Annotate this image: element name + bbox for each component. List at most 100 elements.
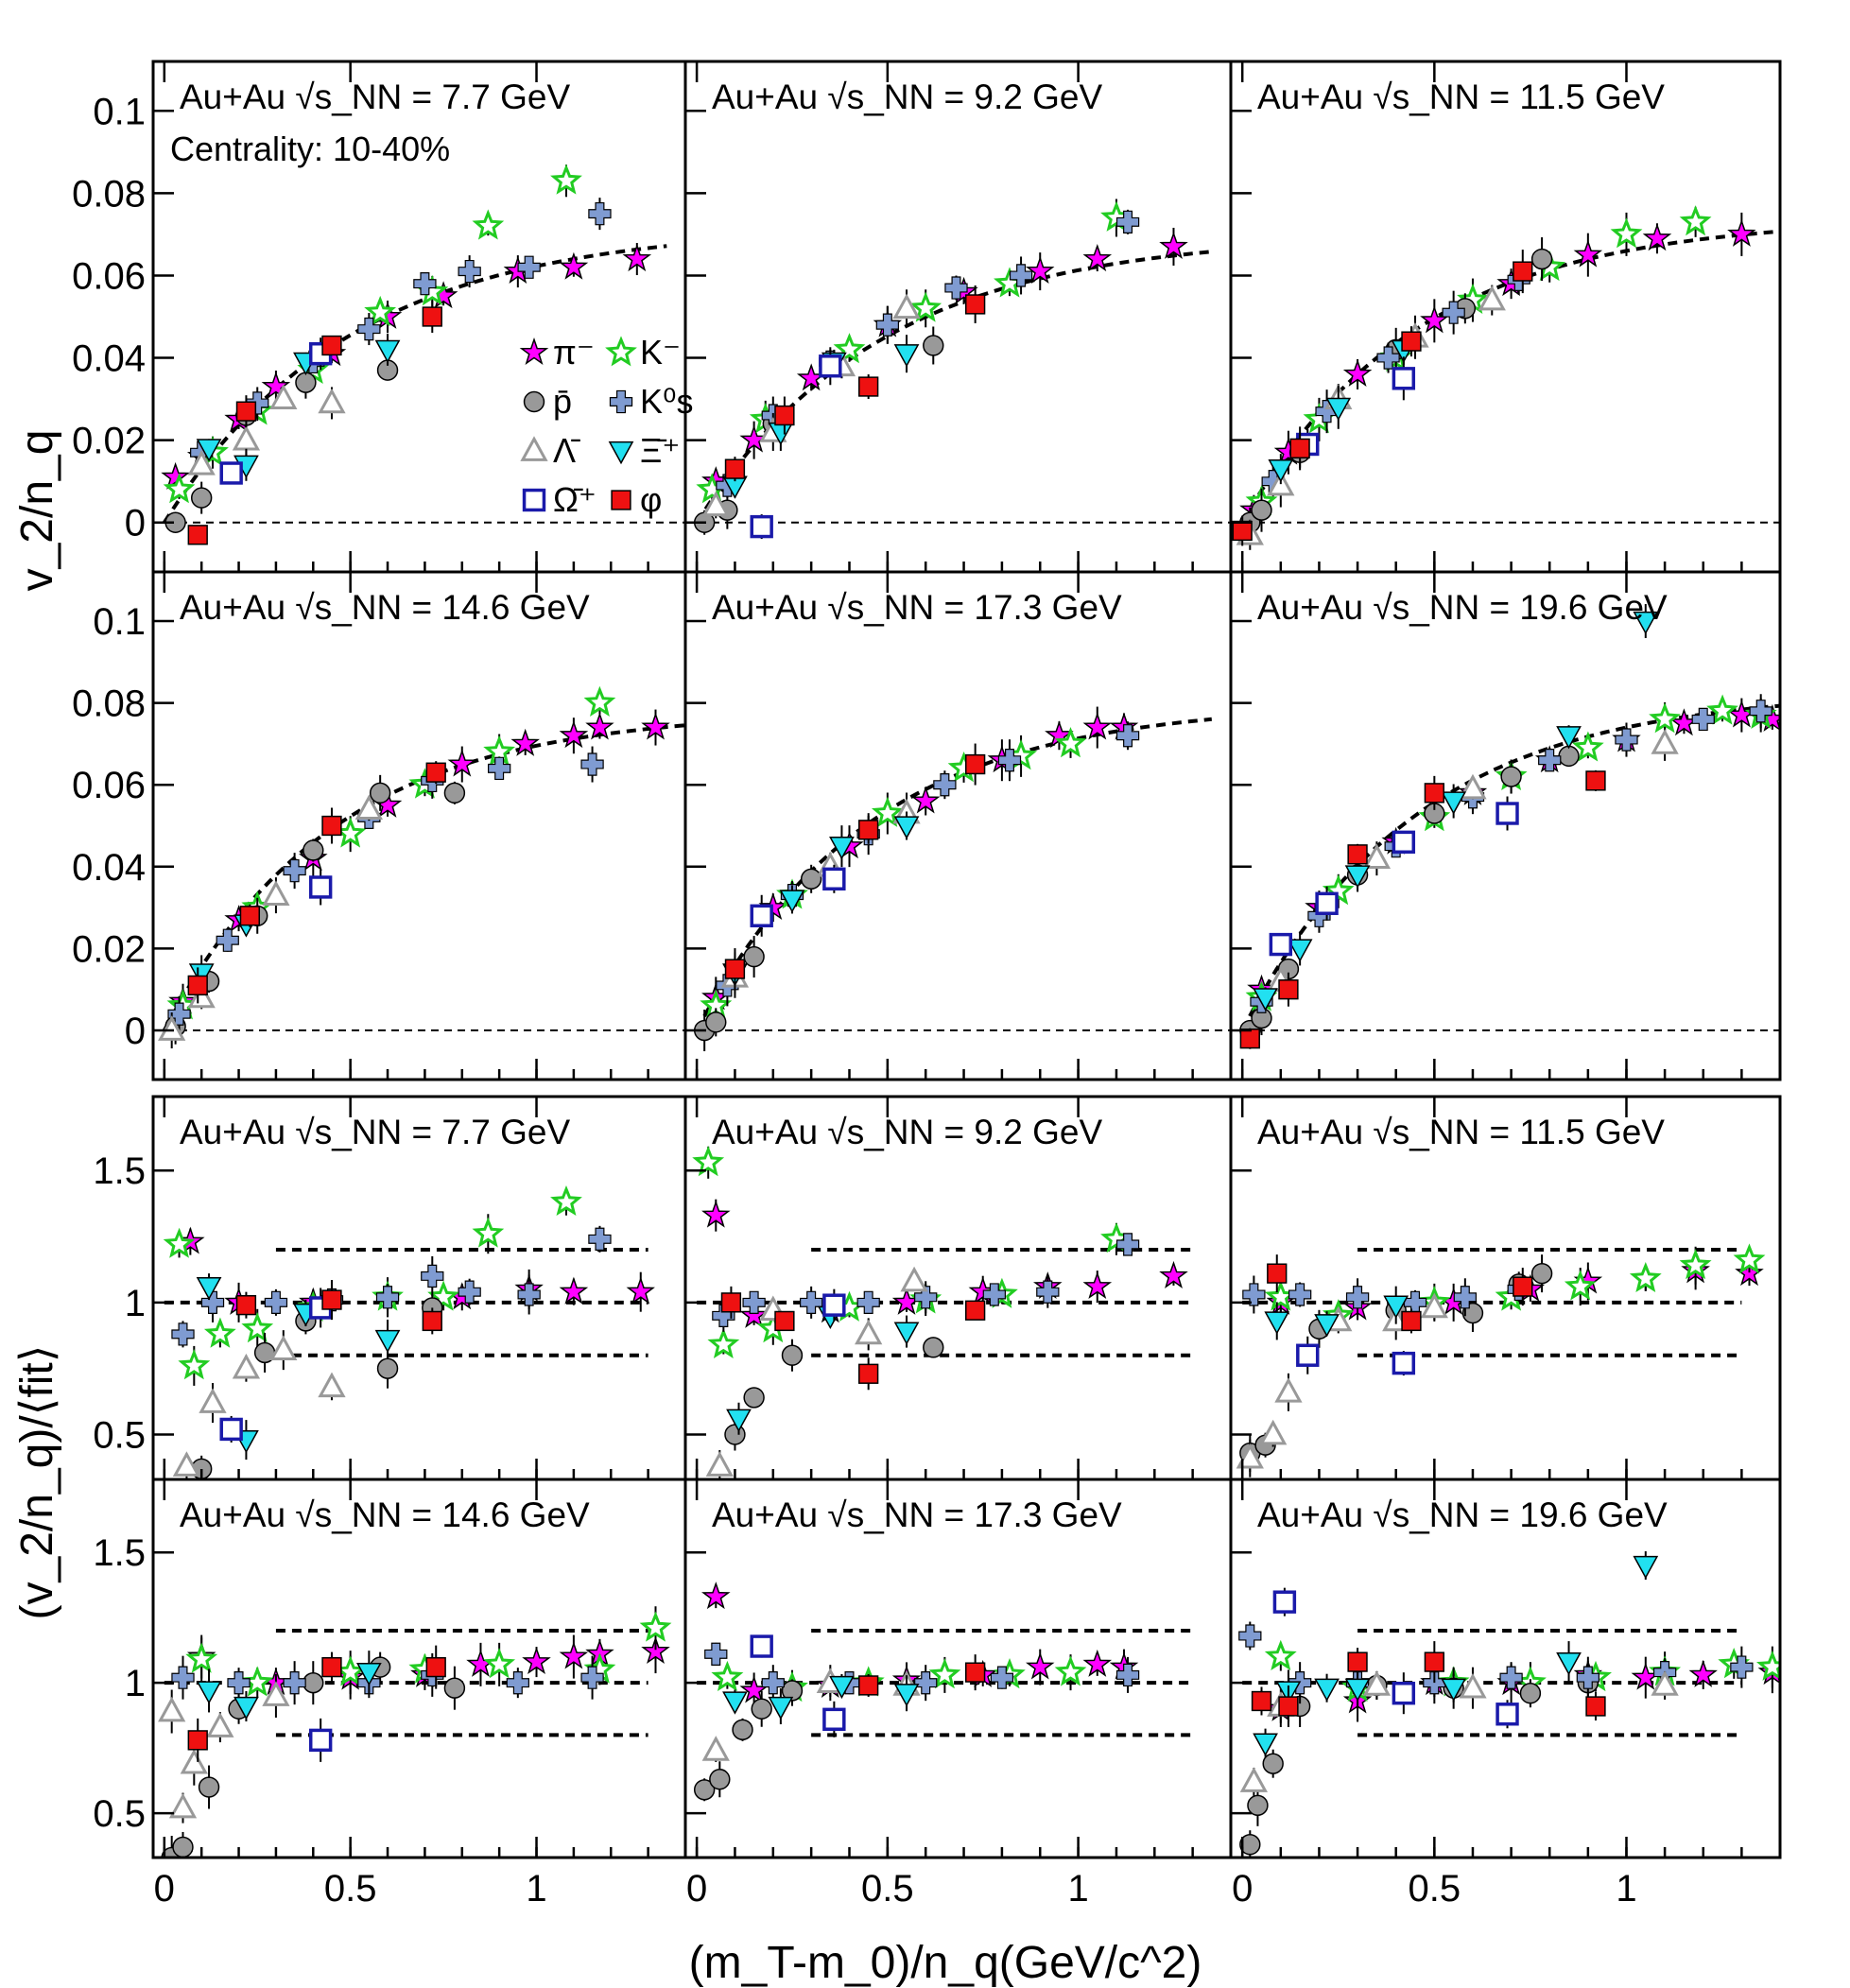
- data-point: [1392, 1351, 1416, 1375]
- panel-title: Au+Au √s_NN = 14.6 GeV: [180, 1495, 590, 1534]
- data-point: [1272, 1590, 1297, 1614]
- data-point: [232, 424, 261, 451]
- series-square: [724, 285, 986, 482]
- data-point: [1242, 1283, 1266, 1306]
- x-tick-label: 0.5: [324, 1868, 377, 1910]
- data-point: [233, 1696, 259, 1720]
- data-point: [522, 1647, 551, 1675]
- y-tick-label: 0.02: [72, 421, 146, 462]
- series-star: [1239, 212, 1756, 526]
- data-point: [422, 1310, 442, 1332]
- data-point: [199, 1388, 227, 1413]
- data-point: [318, 1372, 346, 1398]
- data-point: [1706, 694, 1738, 725]
- data-point: [483, 1648, 516, 1679]
- data-point: [172, 1836, 194, 1858]
- data-point: [1315, 891, 1339, 915]
- data-point: [559, 251, 589, 280]
- data-point: [585, 712, 614, 740]
- y-tick-label: 0.5: [93, 1415, 146, 1457]
- panel-ratio-196GeV: 0 0.5 1 Au+Au √s_NN = 19.6 GeV: [1229, 1478, 1782, 1910]
- data-point: [1269, 932, 1293, 957]
- data-point: [1727, 218, 1756, 247]
- data-point: [1500, 766, 1522, 787]
- data-point: [761, 1671, 785, 1695]
- axis-titles: v_2/n_q (v_2/n_q)/⟨fit⟩ (m_T-m_0)/n_q(Ge…: [12, 430, 1202, 1988]
- x-tick-label: 0: [686, 1868, 707, 1910]
- data-point: [705, 1451, 734, 1477]
- data-point: [1236, 1443, 1264, 1469]
- panel-frame: [683, 1095, 1233, 1481]
- y-tick-label: 0.06: [72, 765, 146, 806]
- data-point: [1267, 1263, 1288, 1284]
- data-point: [1615, 728, 1638, 752]
- data-point: [1401, 1310, 1422, 1332]
- series-star-open: [166, 685, 616, 1025]
- data-point: [354, 794, 383, 821]
- data-point: [239, 906, 261, 926]
- data-point: [1247, 1794, 1269, 1817]
- data-point: [724, 1424, 746, 1445]
- data-point: [701, 491, 730, 517]
- series-star: [1247, 698, 1780, 1002]
- y-tick-label: 1.5: [93, 1532, 146, 1574]
- panel-title: Au+Au √s_NN = 7.7 GeV: [180, 1113, 570, 1151]
- legend-label: Ω̄⁺: [553, 480, 596, 519]
- data-point: [1347, 844, 1368, 865]
- panel-frame: [1229, 60, 1782, 574]
- series-triangle-down: [196, 1651, 382, 1721]
- panel-ratio-173GeV: 0 0.5 1 Au+Au √s_NN = 17.3 GeV: [683, 1478, 1233, 1910]
- panel-ratio-115GeV: Au+Au √s_NN = 11.5 GeV: [1229, 1095, 1782, 1481]
- data-point: [308, 1728, 333, 1753]
- data-point: [517, 1283, 541, 1306]
- data-point: [369, 782, 391, 804]
- series-cross: [716, 721, 1140, 1007]
- data-point: [858, 820, 879, 840]
- panel-title: Au+Au √s_NN = 17.3 GeV: [712, 588, 1122, 627]
- data-point: [893, 1322, 920, 1345]
- data-point: [692, 1146, 725, 1177]
- data-point: [1268, 459, 1294, 483]
- data-points: [692, 1146, 1188, 1479]
- series-circle: [190, 1294, 443, 1479]
- data-point: [742, 1290, 766, 1315]
- data-point: [1264, 1639, 1297, 1670]
- panel-v2nq-146GeV: 0 0.02 0.04 0.06 0.08 0.1 Au+Au √s_NN = 14.6 G…: [72, 570, 687, 1081]
- data-point: [1082, 244, 1113, 272]
- data-point: [1573, 239, 1603, 268]
- data-point: [1026, 1651, 1055, 1680]
- data-point: [206, 1712, 234, 1737]
- data-point: [1755, 1650, 1780, 1681]
- series-triangle-up-open: [1236, 285, 1506, 550]
- series-star-open: [1245, 205, 1712, 517]
- data-point: [1610, 217, 1643, 249]
- series-triangle-down: [1264, 1286, 1409, 1340]
- data-point: [1558, 745, 1580, 768]
- data-point: [774, 405, 795, 426]
- data-point: [487, 756, 511, 781]
- series-triangle-down: [722, 1673, 920, 1724]
- centrality-label: Centrality: 10-40%: [170, 130, 450, 168]
- panel-frame: [683, 570, 1233, 1081]
- data-point: [1585, 770, 1606, 791]
- legend-marker: [605, 336, 637, 367]
- data-point: [639, 1611, 672, 1642]
- legend-marker: [523, 390, 545, 413]
- y-tick-label: 1: [125, 1283, 146, 1324]
- data-point: [1633, 611, 1659, 635]
- data-point: [626, 1276, 655, 1305]
- data-point: [588, 1227, 612, 1251]
- series-square: [187, 761, 446, 1004]
- data-point: [914, 1671, 938, 1695]
- data-point: [781, 1680, 804, 1702]
- data-point: [997, 749, 1022, 772]
- data-point: [1496, 1703, 1519, 1726]
- data-point: [413, 272, 437, 296]
- legend-label: K⁰s: [640, 382, 693, 421]
- legend-marker: [519, 337, 549, 365]
- data-point: [185, 1642, 218, 1673]
- legend: π⁻ K⁻ p̄ K⁰s Λ̄ Ξ̄⁺ Ω̄⁺ φ: [519, 333, 693, 519]
- data-point: [1314, 1678, 1340, 1702]
- series-circle: [693, 1679, 804, 1802]
- y-tick-label: 0.1: [93, 91, 146, 132]
